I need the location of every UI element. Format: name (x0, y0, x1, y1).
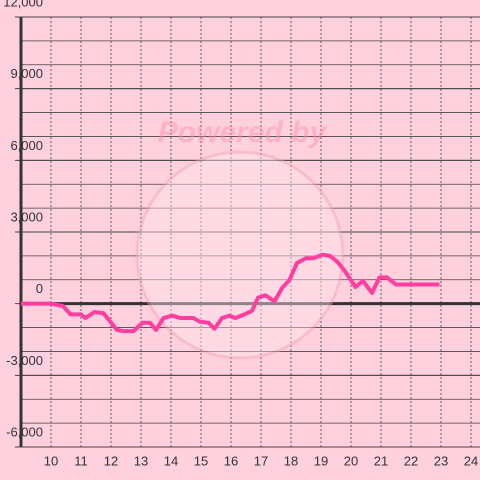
x-tick-label: 23 (434, 453, 448, 468)
x-tick-label: 21 (374, 453, 388, 468)
x-tick-label: 16 (224, 453, 238, 468)
x-tick-label: 17 (254, 453, 268, 468)
y-tick-label: -6,000 (6, 424, 43, 439)
x-tick-label: 11 (74, 453, 88, 468)
x-tick-label: 15 (194, 453, 208, 468)
watermark-logo: Powered by (135, 116, 345, 360)
data-line (21, 252, 440, 334)
y-tick-label: 0 (36, 281, 43, 296)
y-tick-label: 9,000 (10, 66, 43, 81)
grid: -6,000 -3,000 0 3,000 6,000 9,000 12,000 10 11 12… (3, 0, 480, 468)
x-tick-label: 19 (314, 453, 328, 468)
x-tick-label: 14 (164, 453, 178, 468)
watermark-ball (135, 150, 345, 360)
x-tick-label: 22 (404, 453, 418, 468)
x-tick-label: 10 (44, 453, 58, 468)
y-tick-label: -3,000 (6, 353, 43, 368)
x-tick-label: 12 (104, 453, 118, 468)
x-tick-label: 18 (284, 453, 298, 468)
watermark-text: Powered by (158, 116, 328, 149)
plot (21, 252, 440, 334)
x-tick-label: 20 (344, 453, 358, 468)
x-tick-label: 24 (464, 453, 478, 468)
y-tick-label: 12,000 (3, 0, 43, 9)
x-tick-label: 13 (134, 453, 148, 468)
y-tick-label: 3,000 (10, 209, 43, 224)
y-tick-label: 6,000 (10, 138, 43, 153)
